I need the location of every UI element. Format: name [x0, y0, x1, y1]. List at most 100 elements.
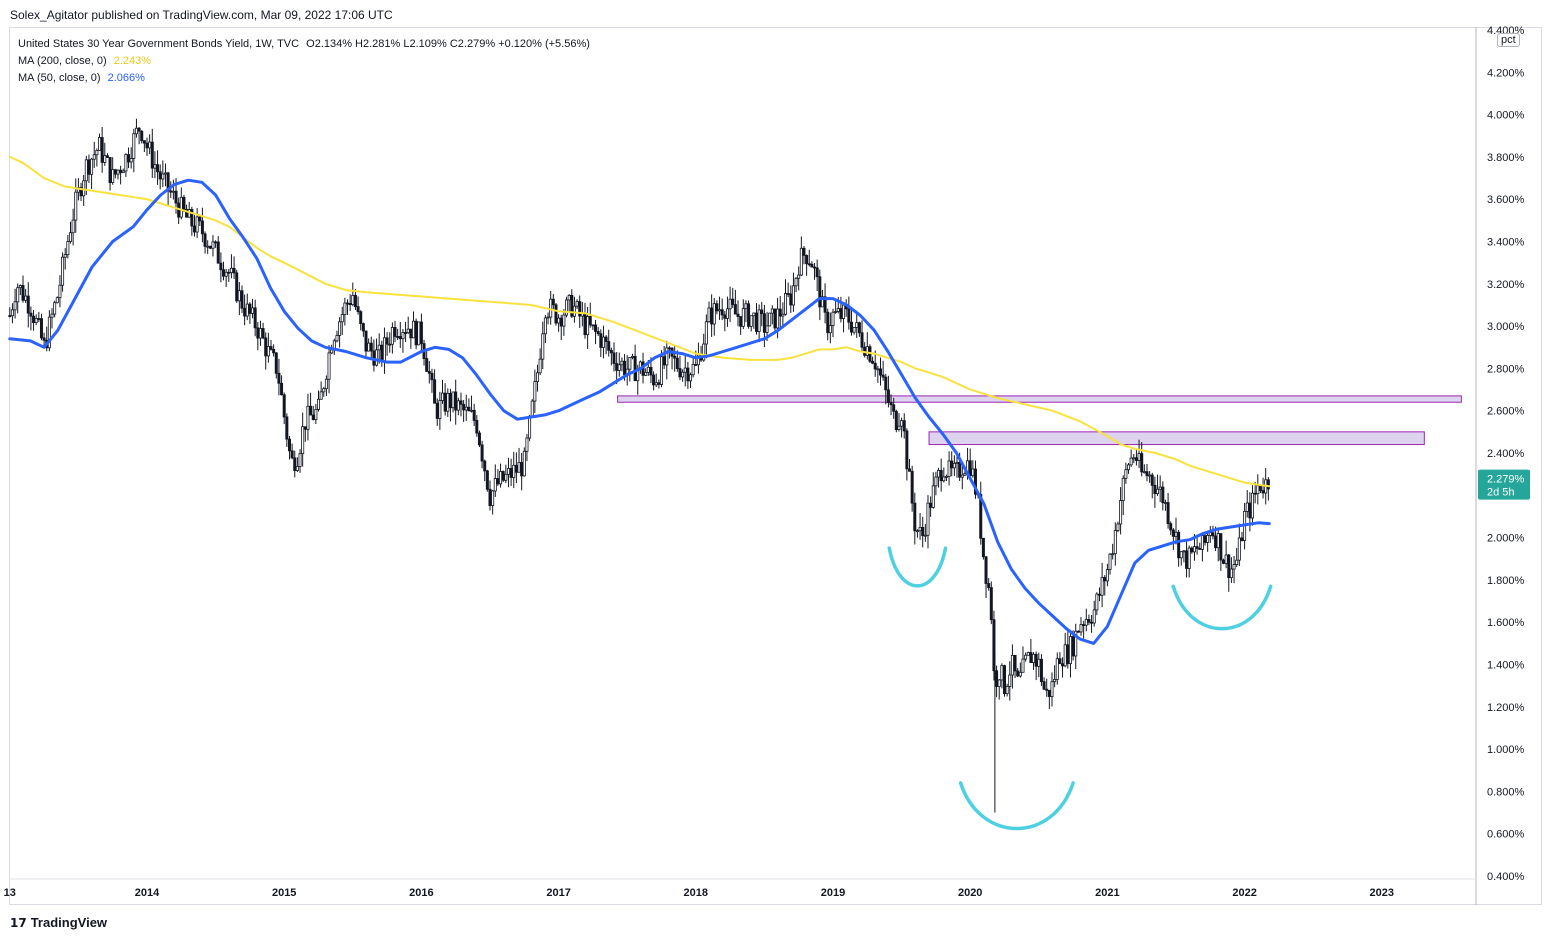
candle-body-down	[282, 394, 286, 418]
candle-body-up	[367, 342, 371, 352]
candle-body-down	[272, 349, 276, 354]
candle-body-down	[857, 322, 861, 334]
candle-body-down	[1258, 485, 1262, 491]
candle	[277, 358, 281, 396]
ma200-row[interactable]: MA (200, close, 0) 2.243%	[18, 53, 594, 70]
y-tick-label: 2.800%	[1487, 363, 1525, 375]
candle-body-up	[24, 295, 28, 301]
candle	[506, 457, 510, 488]
candle-body-down	[594, 324, 598, 332]
candle	[567, 294, 571, 313]
candle	[382, 327, 386, 374]
candle	[222, 261, 226, 281]
candle-body-down	[612, 352, 616, 364]
candle	[760, 301, 764, 327]
candle	[749, 315, 753, 332]
candle	[441, 379, 445, 404]
ma50-line	[8, 178, 1271, 645]
candle	[591, 324, 595, 331]
candle	[1058, 652, 1062, 665]
candle	[744, 300, 748, 323]
candle	[372, 339, 376, 372]
candle	[39, 313, 43, 341]
candle	[356, 296, 360, 315]
candle	[477, 430, 481, 448]
candle-body-down	[786, 293, 790, 295]
candle-body-up	[707, 307, 711, 323]
candle	[92, 141, 96, 168]
candle-body-up	[245, 303, 249, 317]
candle-body-down	[736, 313, 740, 317]
candle-body-down	[984, 556, 988, 584]
candle	[390, 322, 394, 354]
candle-body-up	[298, 453, 302, 467]
candle	[13, 288, 17, 319]
candle	[18, 284, 22, 296]
tradingview-logo[interactable]: 𝟭𝟳 TradingView	[10, 915, 107, 930]
candle-body-down	[570, 294, 574, 317]
candle-body-up	[340, 314, 344, 323]
candle-body-up	[1129, 457, 1133, 466]
candle-body-down	[100, 137, 104, 163]
candle-body-down	[137, 127, 141, 132]
candle-body-up	[1079, 624, 1083, 633]
candle-body-up	[752, 312, 756, 317]
candle	[512, 451, 516, 489]
candle-body-down	[1029, 652, 1033, 663]
candle-body-down	[1219, 533, 1223, 561]
candle-body-down	[488, 488, 492, 506]
candle	[517, 447, 521, 473]
candle-body-up	[330, 349, 334, 354]
candle	[992, 610, 996, 681]
candle-body-down	[309, 405, 313, 416]
candle	[802, 245, 806, 265]
candle-body-up	[791, 285, 795, 306]
scale-mode-button[interactable]: pct	[1497, 33, 1520, 47]
candle	[309, 392, 313, 416]
candle	[253, 299, 257, 337]
candle-body-up	[512, 464, 516, 478]
candle	[533, 369, 537, 413]
candle	[604, 335, 608, 355]
candle	[689, 372, 693, 388]
candle-body-down	[398, 336, 402, 340]
candle	[826, 308, 830, 341]
x-tick-label: 2015	[272, 887, 296, 899]
candle-body-down	[1203, 535, 1207, 543]
candle-body-up	[1105, 569, 1109, 582]
candle	[485, 469, 489, 492]
candle	[1010, 644, 1014, 689]
candle	[79, 182, 83, 202]
symbol-name[interactable]: United States 30 Year Government Bonds Y…	[18, 38, 300, 50]
candle-body-up	[1206, 535, 1210, 543]
candle	[251, 298, 255, 319]
candle	[68, 221, 72, 244]
candle-body-up	[876, 368, 880, 371]
candle	[596, 327, 600, 336]
ma50-row[interactable]: MA (50, close, 0) 2.066%	[18, 70, 594, 87]
candle-body-up	[306, 405, 310, 430]
candle	[1203, 533, 1207, 546]
candle	[1116, 521, 1120, 533]
candle-body-up	[446, 392, 450, 412]
candle	[301, 412, 305, 467]
candle-body-up	[781, 313, 785, 317]
candle	[266, 332, 270, 363]
candle-body-up	[1095, 593, 1099, 611]
candle-body-up	[784, 293, 788, 315]
candle-body-down	[472, 409, 476, 421]
candle	[237, 282, 241, 316]
candle	[520, 452, 524, 491]
candle	[433, 369, 437, 404]
candle-body-down	[715, 303, 719, 312]
candle-body-up	[1235, 559, 1239, 565]
candle-body-up	[499, 471, 503, 485]
candle	[947, 451, 951, 486]
candle	[710, 294, 714, 337]
candle-body-up	[937, 469, 941, 478]
candle-body-up	[915, 530, 919, 533]
candle	[488, 480, 492, 511]
candle	[1163, 499, 1167, 511]
candle-body-down	[871, 360, 875, 364]
